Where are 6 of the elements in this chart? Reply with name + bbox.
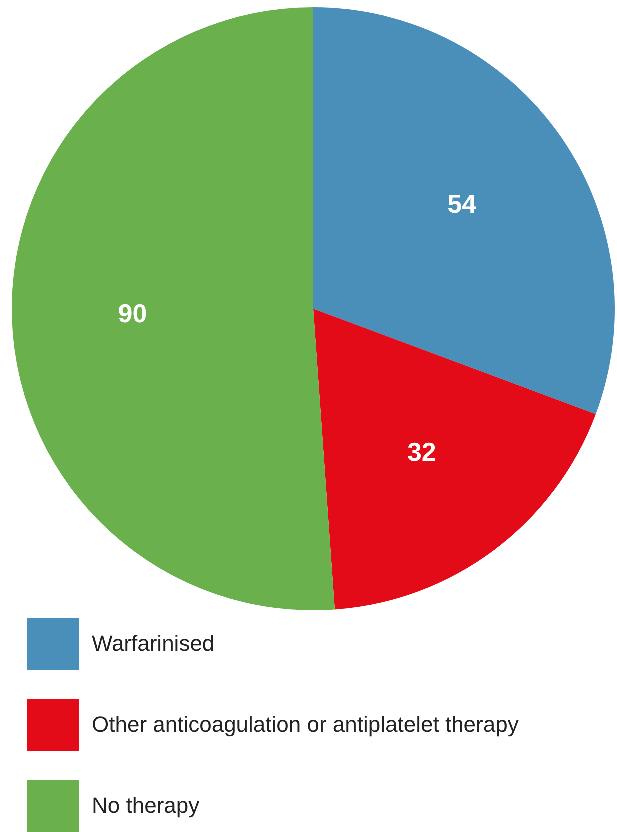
legend-label: Other anticoagulation or antiplatelet therapy — [92, 712, 519, 738]
data-label: 90 — [118, 298, 148, 329]
legend-label: Warfarinised — [92, 631, 215, 657]
data-label: 32 — [407, 436, 436, 467]
data-label: 54 — [448, 189, 478, 219]
legend-label: No therapy — [92, 793, 200, 819]
